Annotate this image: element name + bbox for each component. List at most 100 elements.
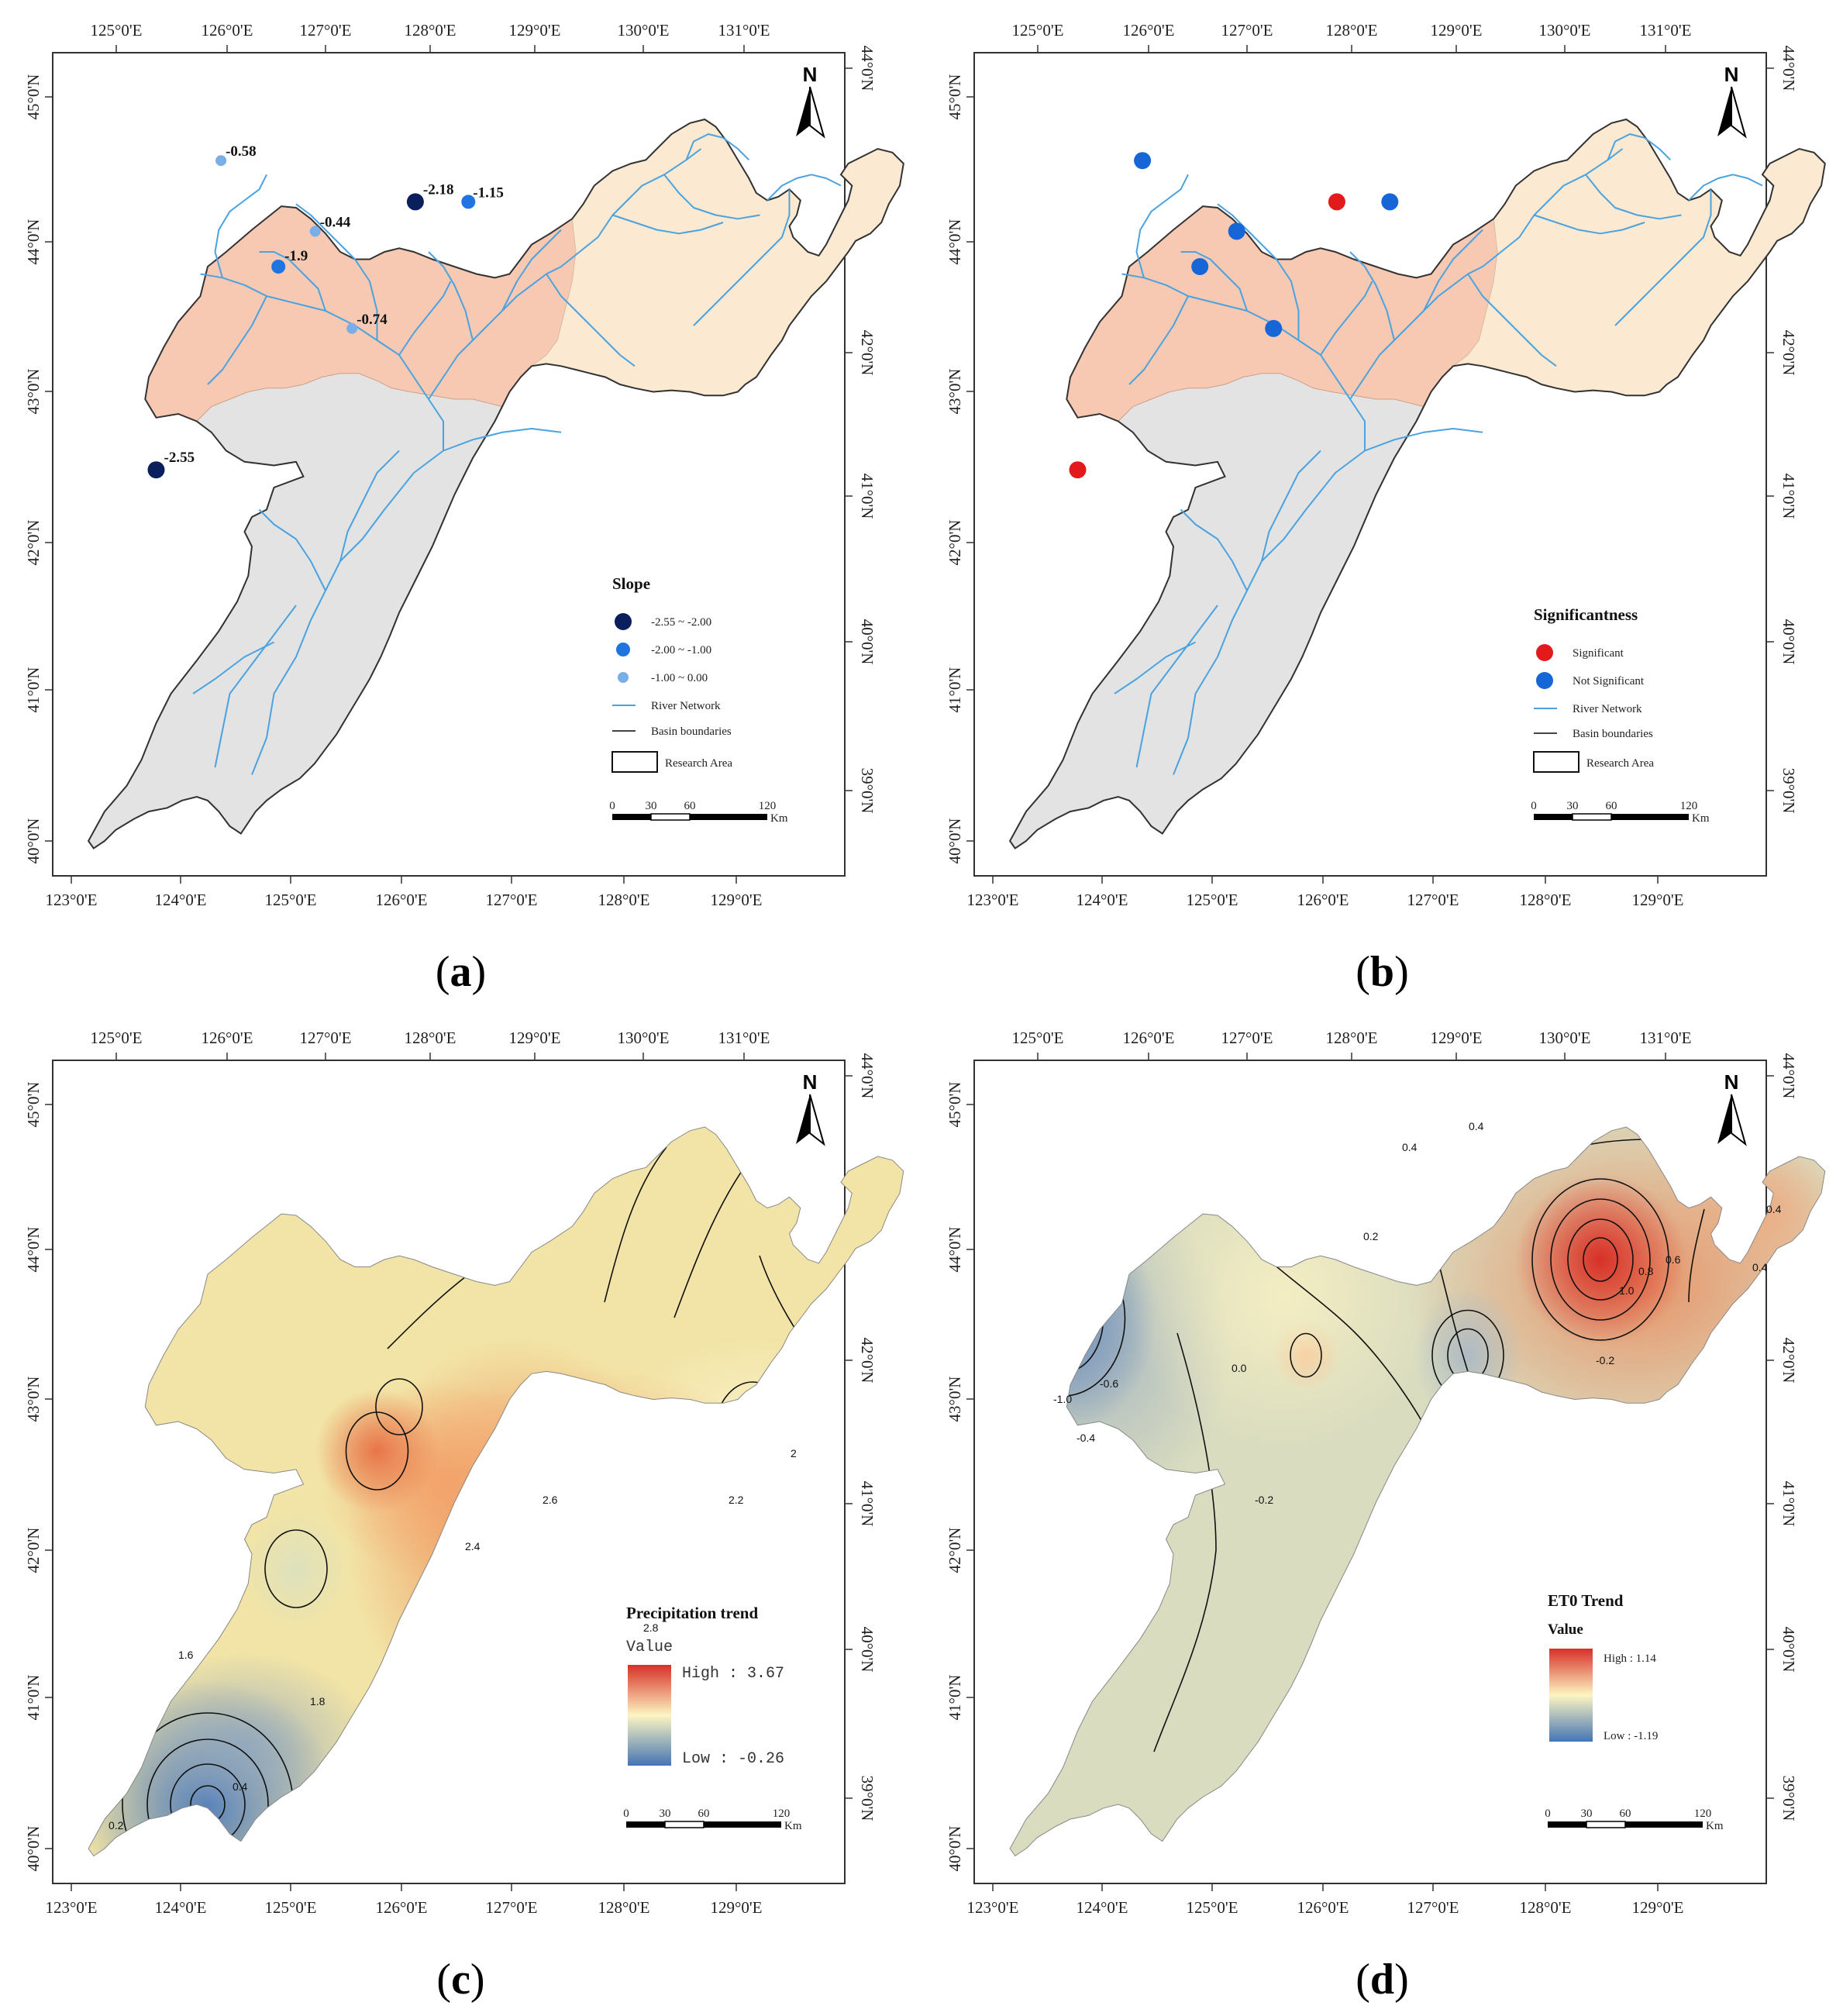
contour-line xyxy=(522,1562,571,1635)
basin-middle xyxy=(1452,119,1826,396)
river-line xyxy=(766,174,842,202)
legend-value-label: Value xyxy=(626,1639,673,1656)
station-point xyxy=(309,226,321,237)
lat-label-right: 42°0'N xyxy=(1779,330,1798,376)
lat-label-right: 40°0'N xyxy=(1779,619,1798,665)
legend-title: Slope xyxy=(612,574,650,593)
river-line xyxy=(501,229,562,312)
lat-label-right: 41°0'N xyxy=(858,474,877,519)
north-arrow-icon: N xyxy=(1717,63,1747,139)
station-slope-label: -2.55 xyxy=(164,450,195,466)
legend-swatch xyxy=(616,643,630,656)
station-point xyxy=(271,260,286,274)
river-line xyxy=(339,450,400,562)
contour-value-label: 0.2 xyxy=(109,1819,124,1832)
lon-label-bottom: 129°0'E xyxy=(710,1898,762,1917)
trend-blob xyxy=(436,1366,746,1506)
lon-label-bottom: 128°0'E xyxy=(1519,1898,1571,1917)
lat-label-left: 45°0'N xyxy=(946,74,964,120)
lon-label-top: 129°0'E xyxy=(508,21,560,40)
river-line xyxy=(1614,189,1712,326)
trend-base xyxy=(1010,1127,1825,1856)
lon-label-top: 125°0'E xyxy=(90,1029,142,1047)
legend-swatch xyxy=(618,672,629,683)
lat-label-left: 40°0'N xyxy=(24,1826,43,1872)
north-letter: N xyxy=(803,1070,818,1094)
trend-blob xyxy=(1128,1141,1439,1452)
contour-line xyxy=(1153,1332,1217,1752)
river-line xyxy=(1688,174,1763,202)
lon-label-bottom: 123°0'E xyxy=(45,891,97,909)
river-line xyxy=(1607,133,1672,161)
river-line xyxy=(685,133,750,161)
lon-label-bottom: 123°0'E xyxy=(45,1898,97,1917)
river-line xyxy=(579,148,702,253)
river-line xyxy=(1217,203,1300,340)
lon-label-bottom: 128°0'E xyxy=(1519,891,1571,909)
panel-a-slope-map: 125°0'E 126°0'E 127°0'E 128°0'E 129°0'E 130°0… xyxy=(0,0,922,1008)
lon-label-top: 130°0'E xyxy=(617,1029,669,1047)
contour-value-label: 0.4 xyxy=(1402,1141,1418,1153)
river-line xyxy=(207,295,267,385)
station-point xyxy=(406,193,424,211)
lon-label-bottom: 124°0'E xyxy=(1076,1898,1128,1917)
north-arrow-left xyxy=(796,87,810,136)
station-point xyxy=(461,195,476,209)
scale-unit: Km xyxy=(784,1820,802,1832)
contour-line xyxy=(345,1411,409,1490)
contour-value-label: 0.4 xyxy=(1766,1203,1782,1215)
lat-label-left: 44°0'N xyxy=(24,219,43,265)
lon-label-top: 126°0'E xyxy=(201,21,253,40)
contour-value-label: 2.2 xyxy=(729,1494,744,1506)
legend-title: Significantness xyxy=(1534,605,1638,624)
lon-label-top: 126°0'E xyxy=(1122,21,1174,40)
river-line xyxy=(295,203,378,340)
north-letter: N xyxy=(803,63,818,86)
contour-value-label: 0.4 xyxy=(233,1780,248,1793)
contour-value-label: 0.2 xyxy=(1363,1230,1379,1242)
river-line xyxy=(1135,174,1189,278)
scale-seg xyxy=(664,1821,704,1828)
lon-label-top: 128°0'E xyxy=(1325,1029,1377,1047)
river-line xyxy=(259,251,326,312)
lat-label-right: 44°0'N xyxy=(858,46,877,91)
map-d-svg: 125°0'E 126°0'E 127°0'E 128°0'E 129°0'E 130°0… xyxy=(946,1029,1826,1917)
river-line xyxy=(1349,251,1395,341)
scale-seg xyxy=(612,814,651,820)
lon-label-top: 129°0'E xyxy=(508,1029,560,1047)
contour-value-label: 2.6 xyxy=(543,1494,558,1506)
station-slope-label: -0.74 xyxy=(357,312,388,328)
lat-label-right: 44°0'N xyxy=(858,1053,877,1099)
contour-line xyxy=(511,1548,582,1649)
caption-b: (b) xyxy=(1356,948,1409,996)
station-slope-label: -1.9 xyxy=(284,248,308,264)
north-letter: N xyxy=(1724,63,1739,86)
map-b-svg: 125°0'E 126°0'E 127°0'E 128°0'E 129°0'E 130°0… xyxy=(946,21,1826,909)
lon-label-bottom: 126°0'E xyxy=(375,891,427,909)
legend-area-swatch xyxy=(1533,751,1579,773)
scale-seg xyxy=(1611,814,1689,820)
contour-value-label: 0.8 xyxy=(1638,1265,1654,1277)
lat-label-right: 40°0'N xyxy=(1779,1627,1798,1673)
lon-label-bottom: 127°0'E xyxy=(1407,1898,1459,1917)
legend-low-label: Low : -0.26 xyxy=(682,1750,784,1768)
contour-line xyxy=(146,1739,269,1856)
lon-label-bottom: 129°0'E xyxy=(1631,891,1683,909)
lon-label-bottom: 127°0'E xyxy=(1407,891,1459,909)
lat-label-left: 45°0'N xyxy=(24,74,43,120)
trend-blob xyxy=(613,1335,892,1537)
contour-line xyxy=(604,1146,667,1303)
lat-label-left: 42°0'N xyxy=(946,1528,964,1573)
trend-surface xyxy=(88,1127,904,1856)
lon-label-bottom: 124°0'E xyxy=(154,891,206,909)
scale-tick-label: 60 xyxy=(1620,1808,1631,1820)
basin-middle xyxy=(531,119,904,396)
north-arrow-left xyxy=(796,1094,810,1144)
contour-value-label: 2.4 xyxy=(465,1540,481,1552)
caption-d: (d) xyxy=(1356,1956,1409,2004)
contour-line xyxy=(531,1576,562,1621)
lon-label-bottom: 125°0'E xyxy=(264,891,316,909)
lat-label-right: 39°0'N xyxy=(1779,768,1798,814)
lon-label-top: 129°0'E xyxy=(1430,1029,1482,1047)
trend-blob xyxy=(1515,1174,1686,1345)
